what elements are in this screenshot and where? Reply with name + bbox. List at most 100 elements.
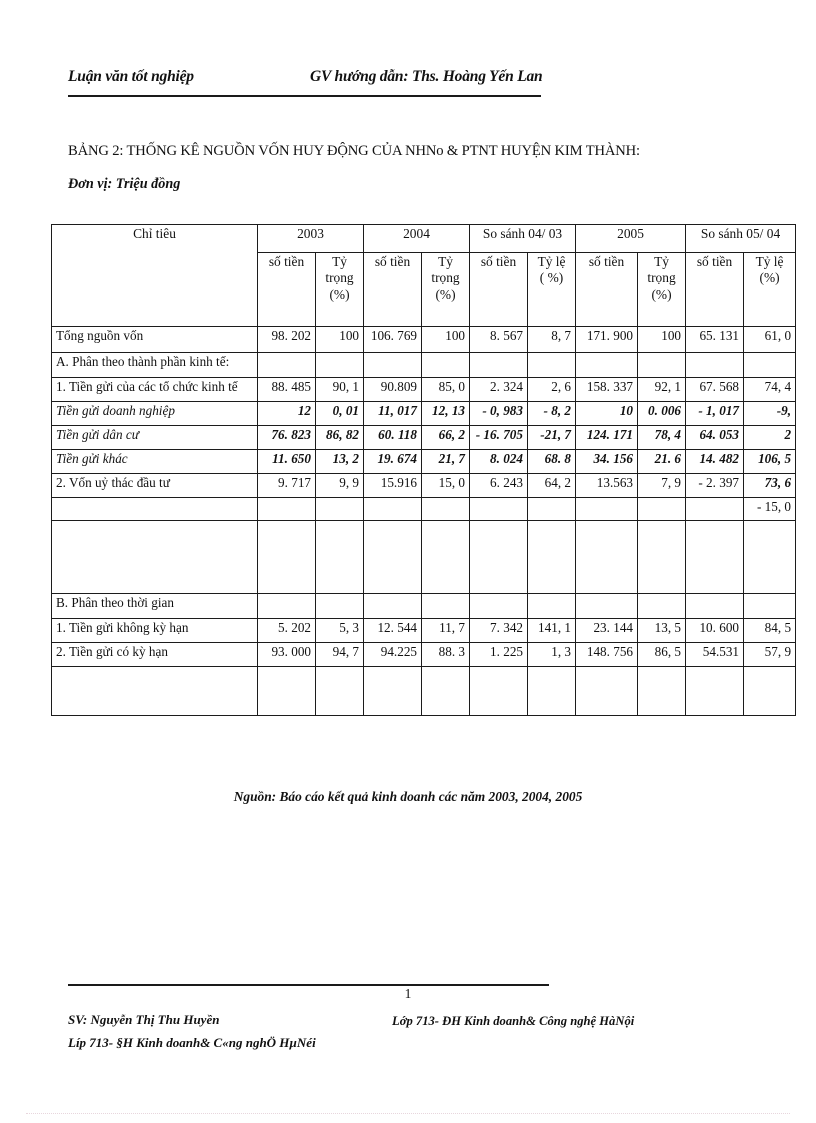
spacer-cell [315,520,364,594]
cell: -21, 7 [526,425,577,450]
page-edge-marker [26,1113,790,1114]
cell: 106, 5 [743,449,797,474]
row-label: B. Phân theo thời gian [51,593,258,619]
cell: 88. 3 [421,642,470,667]
spacer-cell [315,666,364,716]
row-label: Tiền gửi khác [51,449,258,474]
spacer-cell [51,520,258,594]
cell: 171. 900 [575,326,639,353]
cell: 9. 717 [257,473,316,498]
spacer-cell [575,520,639,594]
cell [526,593,577,619]
cell: 21. 6 [637,449,687,474]
column-header-chi-tieu: Chỉ tiêu [51,224,258,327]
column-header-compare-0403-amount: số tiền [469,252,528,327]
cell: 9, 9 [315,473,364,498]
spacer-cell [685,520,745,594]
cell: 94, 7 [315,642,364,667]
cell: - 8, 2 [526,401,577,426]
cell: 8. 567 [469,326,528,353]
spacer-cell [363,520,422,594]
subheader-line-1: Tỷ lệ [755,254,784,269]
column-group-2003: 2003 [257,224,364,253]
cell: 85, 0 [421,377,470,402]
cell: 2. 324 [469,377,528,402]
cell: 7, 9 [637,473,687,498]
row-label: 2. Vốn uỷ thác đầu tư [51,473,258,498]
subheader-line-1: Tỷ [332,254,347,269]
cell: 13, 2 [315,449,364,474]
cell: 64, 2 [526,473,577,498]
spacer-cell [637,666,687,716]
spacer-cell [743,520,797,594]
spacer-cell [421,520,470,594]
column-header-compare-0504-rate: Tỷ lệ (%) [743,252,797,327]
cell: 1, 3 [526,642,577,667]
cell: 21, 7 [421,449,470,474]
cell: 88. 485 [257,377,316,402]
cell: 73, 6 [743,473,797,498]
cell: 84, 5 [743,618,797,643]
source-note: Nguồn: Báo cáo kết quả kinh doanh các nă… [233,789,583,804]
subheader-line-1: số tiền [696,254,733,269]
cell [363,497,422,521]
cell: 8, 7 [526,326,577,353]
cell: - 2. 397 [685,473,745,498]
column-header-2004-amount: số tiền [363,252,422,327]
cell [469,352,528,378]
cell: 12 [257,401,316,426]
cell: 86, 5 [637,642,687,667]
spacer-cell [575,666,639,716]
subheader-line-1: số tiền [588,254,625,269]
cell: 61, 0 [743,326,797,353]
cell: 14. 482 [685,449,745,474]
cell: 90.809 [363,377,422,402]
footer-rule [68,984,549,986]
cell: 2 [743,425,797,450]
spacer-cell [743,666,797,716]
cell [469,593,528,619]
column-group-compare-04-03: So sánh 04/ 03 [468,224,577,253]
cell [685,352,745,378]
cell: 11, 017 [363,401,422,426]
cell: 94.225 [363,642,422,667]
cell [575,497,639,521]
table-row: - 15, 0 [51,497,797,521]
column-header-compare-0403-rate: Tỷ lệ ( %) [526,252,577,327]
cell [743,593,797,619]
cell: 158. 337 [575,377,639,402]
subheader-line-1: Tỷ lệ [537,254,566,269]
cell: 13.563 [575,473,639,498]
cell: 10 [575,401,639,426]
cell [315,593,364,619]
cell: 106. 769 [363,326,422,353]
table-row: A. Phân theo thành phần kinh tế: [51,352,797,378]
cell [637,593,687,619]
page-number: 1 [404,986,412,1001]
cell: 64. 053 [685,425,745,450]
table-row: B. Phân theo thời gian [51,593,797,619]
table-row: 2. Vốn uỷ thác đầu tư 9. 717 9, 9 15.916… [51,473,797,498]
cell [421,352,470,378]
cell: 74, 4 [743,377,797,402]
table-header-row-groups: Chỉ tiêu 2003 2004 So sánh 04/ 03 2005 S… [51,224,797,327]
cell: 66, 2 [421,425,470,450]
cell: 100 [637,326,687,353]
subheader-line-1: Tỷ [654,254,669,269]
column-header-2003-amount: số tiền [257,252,316,327]
subheader-line-3: (%) [651,286,672,302]
cell: - 15, 0 [743,497,797,521]
cell: 23. 144 [575,618,639,643]
column-header-2004-share: Tỷ trọng (%) [421,252,470,327]
column-group-2005: 2005 [575,224,687,253]
cell [575,593,639,619]
cell: 60. 118 [363,425,422,450]
spacer-cell [363,666,422,716]
spacer-cell [257,520,316,594]
cell: 34. 156 [575,449,639,474]
cell: 15.916 [363,473,422,498]
statistics-table: Chỉ tiêu 2003 2004 So sánh 04/ 03 2005 S… [51,224,797,716]
header-advisor-label: GV hướng dẫn: Ths. Hoàng Yến Lan [310,68,543,85]
row-label: 1. Tiền gửi không kỳ hạn [51,618,258,643]
